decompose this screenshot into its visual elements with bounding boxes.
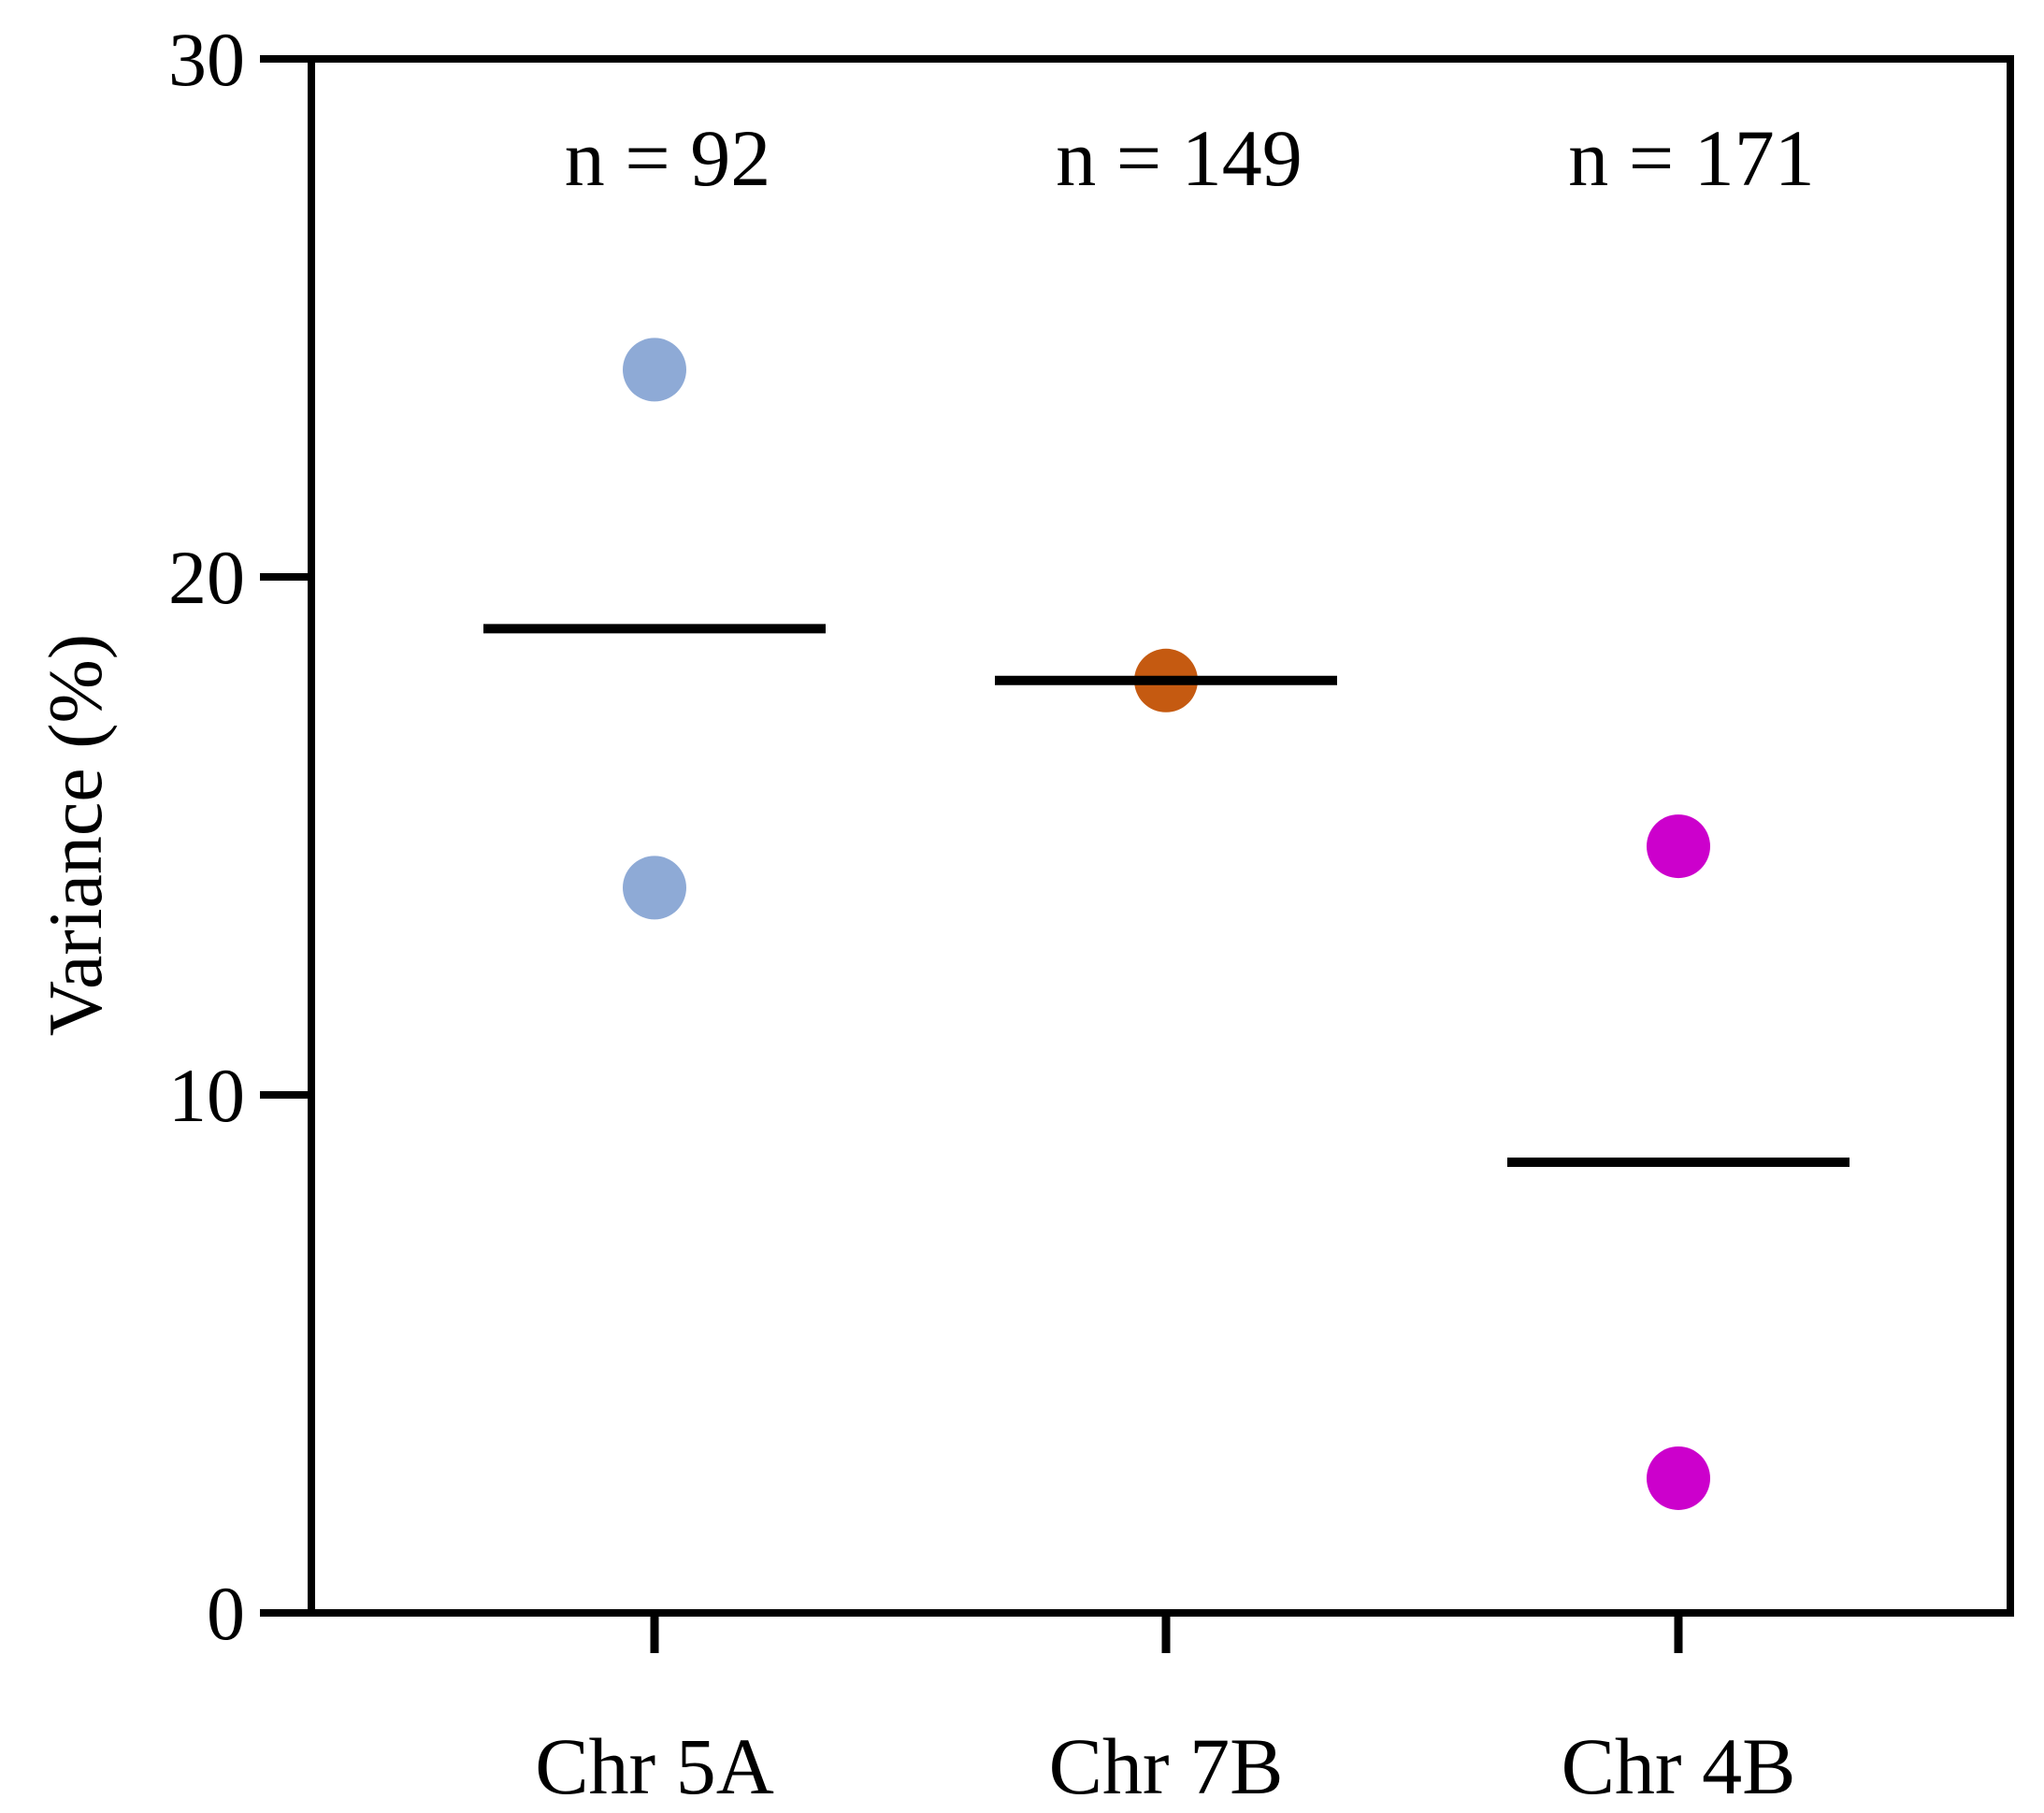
n-label: n = 92 <box>565 113 771 203</box>
y-tick-label: 30 <box>168 17 245 102</box>
plot-frame <box>308 55 2014 1617</box>
y-tick-label: 20 <box>168 535 245 620</box>
n-label: n = 149 <box>1056 113 1303 203</box>
n-label: n = 171 <box>1568 113 1815 203</box>
y-tick-label: 0 <box>207 1571 245 1656</box>
x-tick-label: Chr 5A <box>535 1721 774 1811</box>
axes: 0 10 20 30 Chr 5A Chr 7B Chr 4B <box>168 17 2014 1811</box>
x-tick-label: Chr 7B <box>1049 1721 1284 1811</box>
data-point <box>623 856 686 920</box>
data-marks: n = 92 n = 149 n = 171 <box>483 113 1850 1510</box>
data-point <box>623 338 686 402</box>
x-tick-label: Chr 4B <box>1562 1721 1796 1811</box>
data-point <box>1647 814 1710 879</box>
y-tick-label: 10 <box>168 1053 245 1138</box>
data-point <box>1647 1446 1710 1510</box>
y-axis-label: Variance (%) <box>33 634 118 1036</box>
